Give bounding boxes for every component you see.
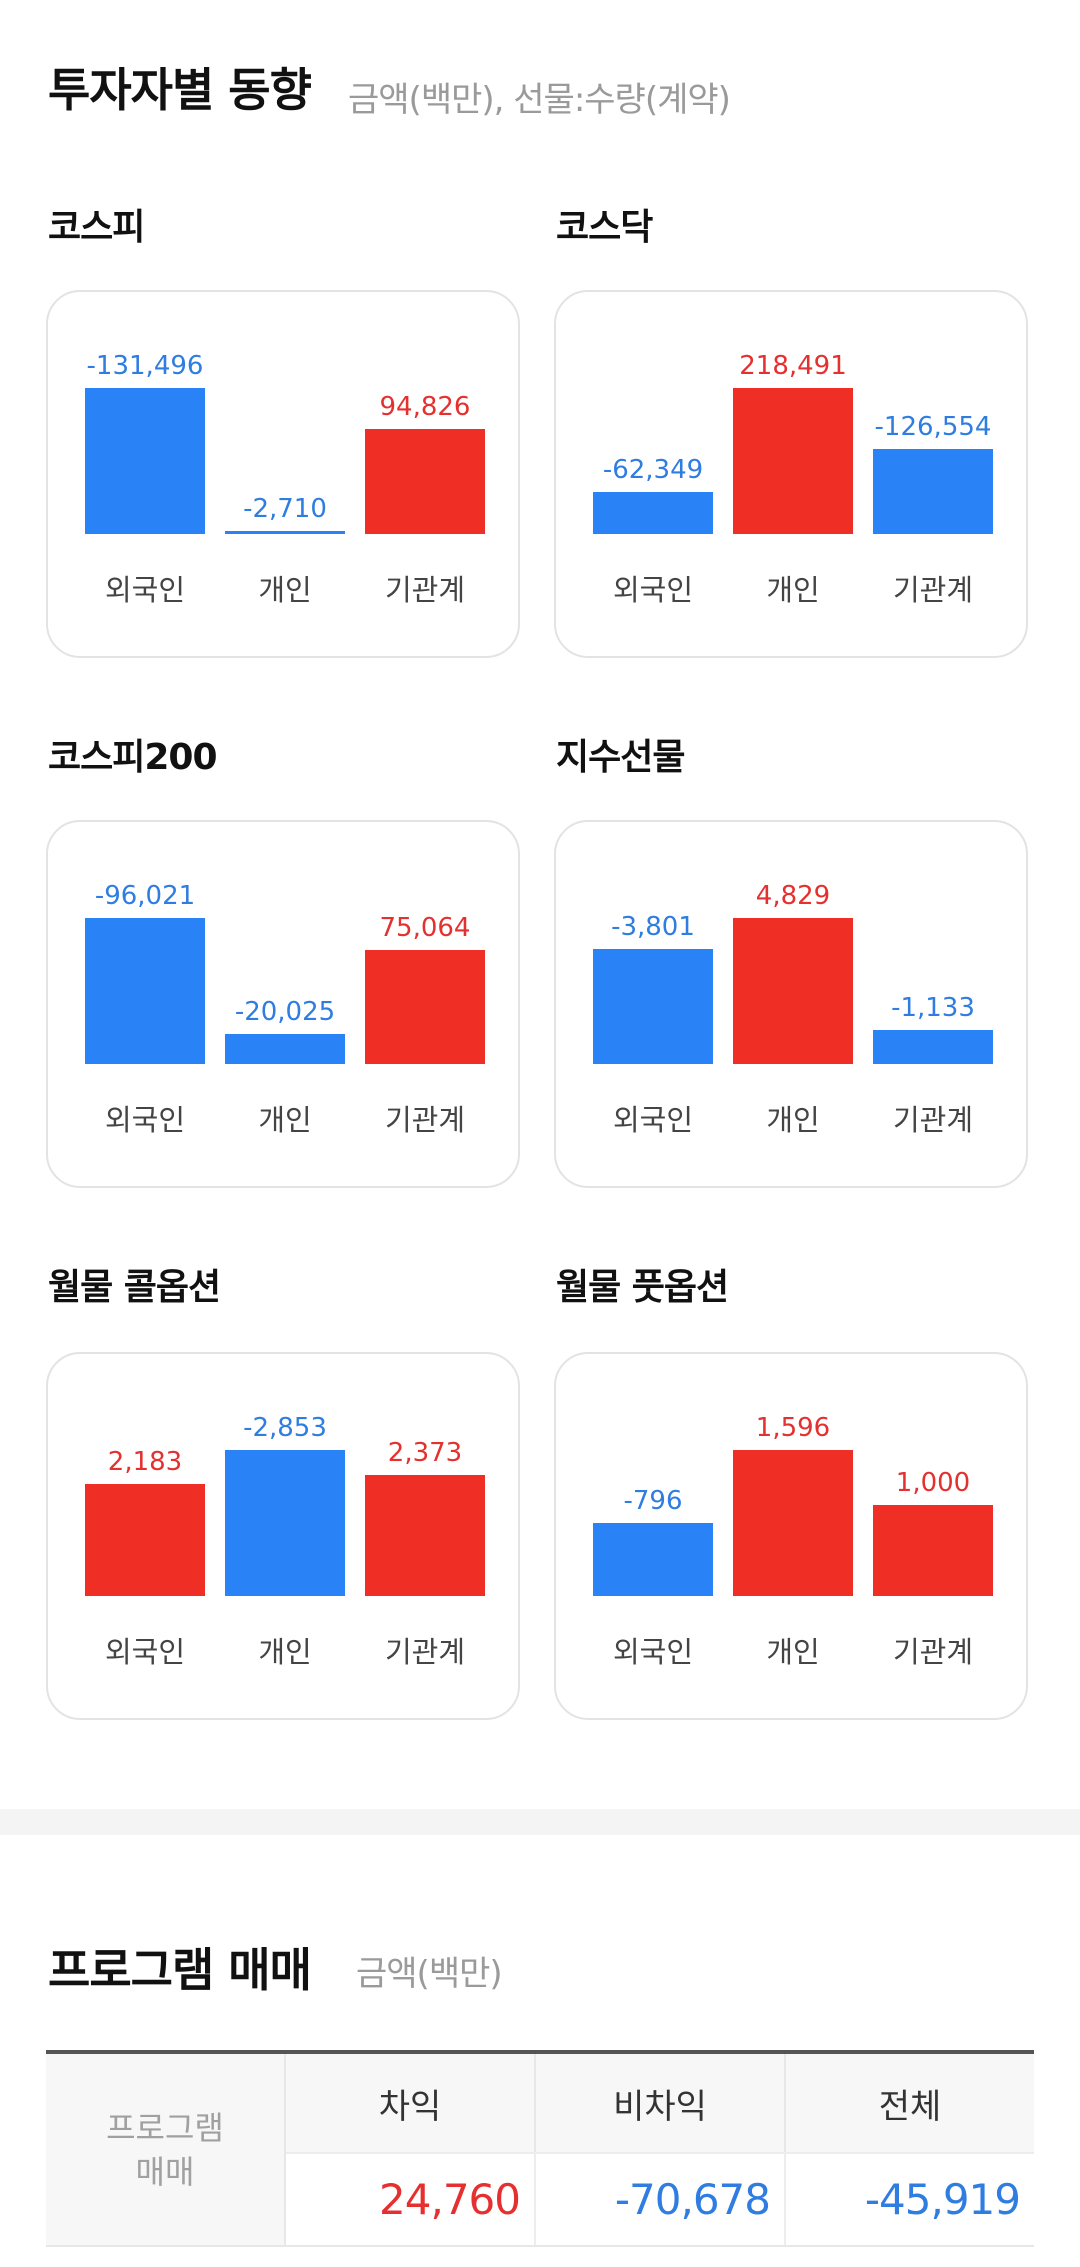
category-label-institution: 기관계 [893,573,973,607]
column-header-non-arbitrage: 비차익 [536,2054,786,2152]
bar-individual [733,918,853,1064]
value-arbitrage: 24,760 [286,2152,536,2245]
bar-chart: -62,349 외국인 218,491 개인 -126,554 기관계 [593,351,993,607]
chart-title-kosdaq: 코스닥 [556,207,653,248]
data-label-institution: -126,554 [875,412,992,442]
bar-institution [873,1030,993,1064]
data-label-institution: -1,133 [891,993,975,1023]
chart-card-index-futures[interactable]: -3,801 외국인 4,829 개인 -1,133 기관계 [554,820,1028,1188]
category-label-individual: 개인 [258,1635,311,1669]
bar-individual [225,1034,345,1064]
bar-foreign [593,492,713,534]
program-trading-subtitle: 금액(백만) [356,1954,503,1994]
category-label-institution: 기관계 [385,1635,465,1669]
data-label-individual: 1,596 [756,1413,830,1443]
chart-card-monthly-put[interactable]: -796 외국인 1,596 개인 1,000 기관계 [554,1352,1028,1720]
chart-title-monthly-put: 월물 풋옵션 [556,1267,729,1308]
table-top-border [46,2050,1034,2054]
category-label-individual: 개인 [766,573,819,607]
row-header-line2: 매매 [135,2152,195,2191]
category-label-foreign: 외국인 [105,573,185,607]
chart-card-monthly-call[interactable]: 2,183 외국인 -2,853 개인 2,373 기관계 [46,1352,520,1720]
chart-title-kospi: 코스피 [48,207,145,248]
value-total: -45,919 [786,2152,1034,2245]
bar-individual [733,1450,853,1596]
program-trading-title: 프로그램 매매 [48,1943,312,1997]
bar-foreign [85,918,205,1064]
category-label-foreign: 외국인 [613,1635,693,1669]
data-label-institution: 75,064 [380,913,471,943]
bar-institution [365,429,485,534]
data-label-individual: -2,710 [243,494,327,524]
bar-chart: -3,801 외국인 4,829 개인 -1,133 기관계 [593,881,993,1137]
data-label-foreign: -96,021 [95,881,195,911]
data-label-institution: 2,373 [388,1438,462,1468]
chart-title-monthly-call: 월물 콜옵션 [48,1267,221,1308]
bar-institution [873,449,993,534]
column-header-total: 전체 [786,2054,1034,2152]
category-label-individual: 개인 [258,1103,311,1137]
data-label-foreign: 2,183 [108,1447,182,1477]
chart-title-kospi200: 코스피200 [48,737,218,778]
data-label-institution: 1,000 [896,1468,970,1498]
category-label-foreign: 외국인 [105,1103,185,1137]
data-label-foreign: -3,801 [611,912,695,942]
row-header-line1: 프로그램 [106,2108,224,2147]
data-label-individual: -20,025 [235,997,335,1027]
bar-foreign [85,388,205,534]
category-label-foreign: 외국인 [105,1635,185,1669]
category-label-foreign: 외국인 [613,573,693,607]
table-bottom-border [46,2245,1034,2247]
category-label-individual: 개인 [766,1103,819,1137]
category-label-individual: 개인 [766,1635,819,1669]
section-divider [0,1809,1080,1835]
chart-card-kospi200[interactable]: -96,021 외국인 -20,025 개인 75,064 기관계 [46,820,520,1188]
investor-trend-title: 투자자별 동향 [48,63,312,117]
data-label-individual: 4,829 [756,881,830,911]
data-label-foreign: -131,496 [87,351,204,381]
category-label-institution: 기관계 [893,1103,973,1137]
bar-individual [225,1450,345,1596]
bar-chart: -131,496 외국인 -2,710 개인 94,826 기관계 [85,351,485,607]
bar-chart: -96,021 외국인 -20,025 개인 75,064 기관계 [85,881,485,1137]
bar-institution [365,1475,485,1596]
category-label-institution: 기관계 [893,1635,973,1669]
bar-individual [225,531,345,534]
investor-trend-subtitle: 금액(백만), 선물:수량(계약) [348,80,731,120]
table-row-header: 프로그램 매매 [46,2054,286,2245]
bar-foreign [593,1523,713,1596]
category-label-institution: 기관계 [385,573,465,607]
data-label-institution: 94,826 [380,392,471,422]
bar-institution [365,950,485,1064]
bar-institution [873,1505,993,1596]
data-label-foreign: -62,349 [603,455,703,485]
column-header-arbitrage: 차익 [286,2054,536,2152]
value-non-arbitrage: -70,678 [536,2152,786,2245]
category-label-individual: 개인 [258,573,311,607]
chart-card-kospi[interactable]: -131,496 외국인 -2,710 개인 94,826 기관계 [46,290,520,658]
data-label-individual: 218,491 [739,351,847,381]
bar-foreign [593,949,713,1064]
bar-foreign [85,1484,205,1596]
bar-individual [733,388,853,534]
bar-chart: 2,183 외국인 -2,853 개인 2,373 기관계 [85,1413,485,1669]
bar-chart: -796 외국인 1,596 개인 1,000 기관계 [593,1413,993,1669]
data-label-individual: -2,853 [243,1413,327,1443]
category-label-foreign: 외국인 [613,1103,693,1137]
data-label-foreign: -796 [623,1486,682,1516]
category-label-institution: 기관계 [385,1103,465,1137]
chart-title-index-futures: 지수선물 [556,737,685,778]
chart-card-kosdaq[interactable]: -62,349 외국인 218,491 개인 -126,554 기관계 [554,290,1028,658]
